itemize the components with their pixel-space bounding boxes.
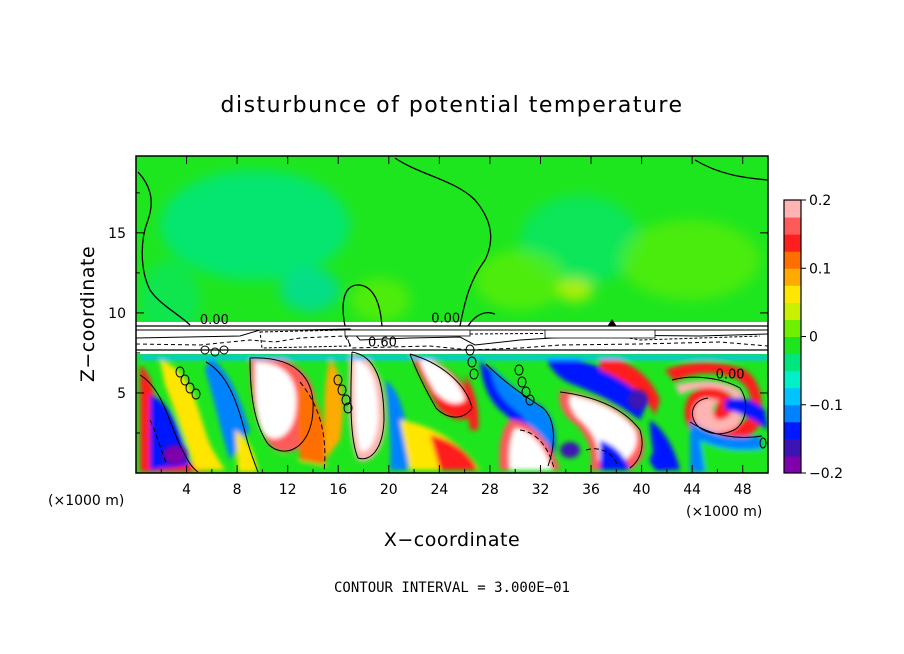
x-tick-label: 16 xyxy=(329,482,347,498)
y-axis: 5 10 15 xyxy=(108,192,768,434)
y-tick-label: 5 xyxy=(117,386,126,402)
colorbar-swatch xyxy=(784,421,801,440)
colorbar-swatch xyxy=(784,438,801,457)
plot-area xyxy=(136,156,768,473)
contour-labels: 0.00 0.00 0.60 0.00 xyxy=(200,312,745,383)
lower-field xyxy=(136,352,768,473)
y-axis-label: Z−coordinate xyxy=(77,246,99,382)
x-tick-label: 36 xyxy=(582,482,600,498)
colorbar-swatch xyxy=(784,268,801,286)
chart-title: disturbunce of potential temperature xyxy=(221,93,684,118)
x-tick-label: 40 xyxy=(633,482,651,498)
x-tick-label: 44 xyxy=(683,482,701,498)
x-tick-label: 20 xyxy=(380,482,398,498)
contour-interval-note: CONTOUR INTERVAL = 3.000E−01 xyxy=(334,580,570,596)
colorbar-swatch xyxy=(784,302,801,320)
upper-field-patches xyxy=(140,170,760,340)
colorbar-swatch xyxy=(784,319,801,337)
x-tick-label: 12 xyxy=(279,482,297,498)
colorbar-swatch xyxy=(784,370,801,389)
x-tick-label: 24 xyxy=(430,482,448,498)
x-axis: 4 8 12 16 20 24 28 32 36 40 44 48 xyxy=(160,156,752,498)
colorbar-tick-label: 0 xyxy=(809,330,818,346)
colorbar: 0.2 0.1 0 −0.1 −0.2 xyxy=(783,193,843,482)
contour-label: 0.00 xyxy=(431,312,460,327)
colorbar-swatch xyxy=(784,455,801,474)
colorbar-swatch xyxy=(784,251,801,269)
x-unit-right: (×1000 m) xyxy=(686,504,762,520)
colorbar-tick-label: 0.1 xyxy=(809,261,831,277)
colorbar-swatch xyxy=(784,404,801,423)
contour-label: 0.60 xyxy=(368,336,397,351)
contour-label: 0.00 xyxy=(716,368,745,383)
x-tick-label: 28 xyxy=(481,482,499,498)
x-tick-label: 8 xyxy=(233,482,242,498)
colorbar-tick-label: −0.1 xyxy=(809,398,843,414)
colorbar-tick-label: −0.2 xyxy=(809,466,843,482)
loop-contours xyxy=(175,319,767,449)
x-unit-left: (×1000 m) xyxy=(48,493,124,509)
y-tick-label: 10 xyxy=(108,306,126,322)
inversion-band xyxy=(136,322,768,354)
lower-contours xyxy=(139,351,763,473)
x-tick-label: 48 xyxy=(734,482,752,498)
contour-label: 0.00 xyxy=(200,313,229,328)
plot-frame xyxy=(135,155,769,474)
colorbar-swatch xyxy=(784,200,801,218)
colorbar-swatch xyxy=(784,336,801,355)
y-tick-label: 15 xyxy=(108,226,126,242)
zero-contours xyxy=(137,157,768,327)
colorbar-swatch xyxy=(784,353,801,372)
colorbar-swatch xyxy=(784,387,801,406)
colorbar-swatch xyxy=(784,217,801,235)
x-tick-label: 32 xyxy=(532,482,550,498)
colorbar-swatch xyxy=(784,285,801,303)
x-tick-label: 4 xyxy=(182,482,191,498)
x-axis-label: X−coordinate xyxy=(384,529,520,551)
colorbar-tick-label: 0.2 xyxy=(809,193,831,209)
colorbar-swatch xyxy=(784,234,801,252)
